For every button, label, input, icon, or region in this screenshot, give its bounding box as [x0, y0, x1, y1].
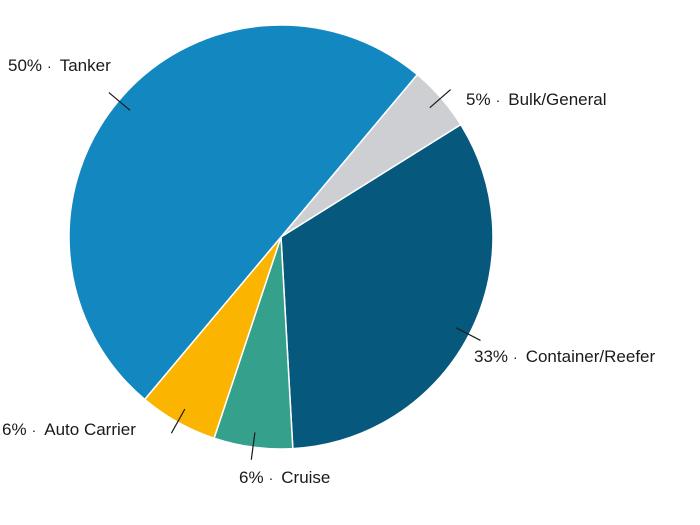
slice-label-cruise: 6% · Cruise: [239, 468, 330, 487]
slice-label-bulk-general: 5% · Bulk/General: [466, 90, 607, 109]
slice-percent: 6%: [239, 468, 264, 487]
leader-lines: [108, 89, 481, 460]
label-separator: ·: [513, 349, 518, 365]
slice-labels: 5% · Bulk/General 33% · Container/Reefer 6% · Cr…: [2, 56, 656, 487]
slice-name: Auto Carrier: [44, 420, 136, 439]
slice-label-auto-carrier: 6% · Auto Carrier: [2, 420, 136, 439]
slice-name: Container/Reefer: [526, 347, 656, 366]
leader-line-cruise: [250, 432, 256, 460]
slice-name: Bulk/General: [508, 90, 606, 109]
slice-name: Cruise: [281, 468, 330, 487]
slice-label-container-reefer: 33% · Container/Reefer: [474, 347, 656, 366]
slice-percent: 33%: [474, 347, 508, 366]
slice-label-tanker: 50% · Tanker: [8, 56, 111, 75]
leader-line-container-reefer: [455, 327, 481, 341]
pie-slices: [68, 24, 494, 450]
label-separator: ·: [32, 422, 37, 438]
slice-name: Tanker: [60, 56, 111, 75]
slice-percent: 6%: [2, 420, 27, 439]
leader-line-tanker: [108, 92, 131, 111]
leader-line-bulk-general: [429, 89, 451, 109]
slice-percent: 5%: [466, 90, 491, 109]
label-separator: ·: [47, 58, 52, 74]
label-separator: ·: [496, 92, 501, 108]
leader-line-auto-carrier: [170, 408, 186, 434]
slice-percent: 50%: [8, 56, 42, 75]
label-separator: ·: [269, 470, 274, 486]
